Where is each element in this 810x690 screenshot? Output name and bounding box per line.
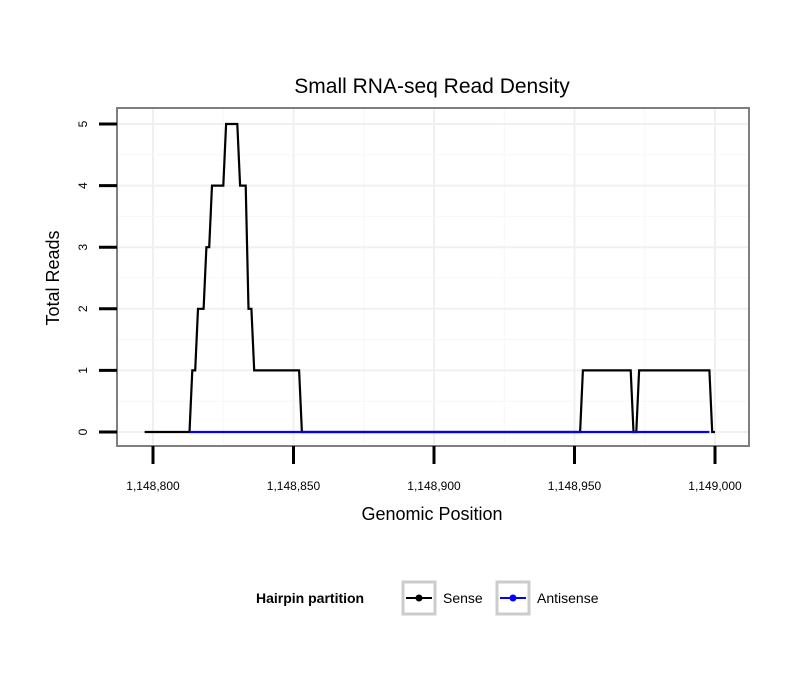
y-tick-label: 0	[76, 428, 90, 435]
y-tick-label: 3	[76, 244, 90, 251]
x-tick-label: 1,148,900	[407, 479, 461, 493]
legend-item-antisense: Antisense	[495, 580, 599, 616]
legend-item-sense: Sense	[401, 580, 483, 616]
legend-title: Hairpin partition	[256, 590, 364, 606]
y-tick-label: 1	[76, 367, 90, 374]
legend-label: Antisense	[537, 590, 599, 606]
x-tick-label: 1,148,800	[126, 479, 180, 493]
legend-label: Sense	[443, 590, 483, 606]
series-line-sense	[144, 122, 715, 434]
y-tick-label: 4	[76, 182, 90, 189]
y-axis-title: Total Reads	[43, 230, 63, 325]
legend-key-dot	[509, 594, 517, 602]
x-axis-title: Genomic Position	[361, 504, 502, 524]
y-tick-label: 5	[76, 120, 90, 127]
x-tick-label: 1,149,000	[688, 479, 742, 493]
y-tick-label: 2	[76, 305, 90, 312]
x-tick-label: 1,148,850	[267, 479, 321, 493]
legend: Hairpin partition Sense Antisense	[256, 580, 599, 616]
x-tick-label: 1,148,950	[548, 479, 602, 493]
legend-key-dot	[415, 594, 423, 602]
chart-title: Small RNA-seq Read Density	[294, 75, 570, 98]
